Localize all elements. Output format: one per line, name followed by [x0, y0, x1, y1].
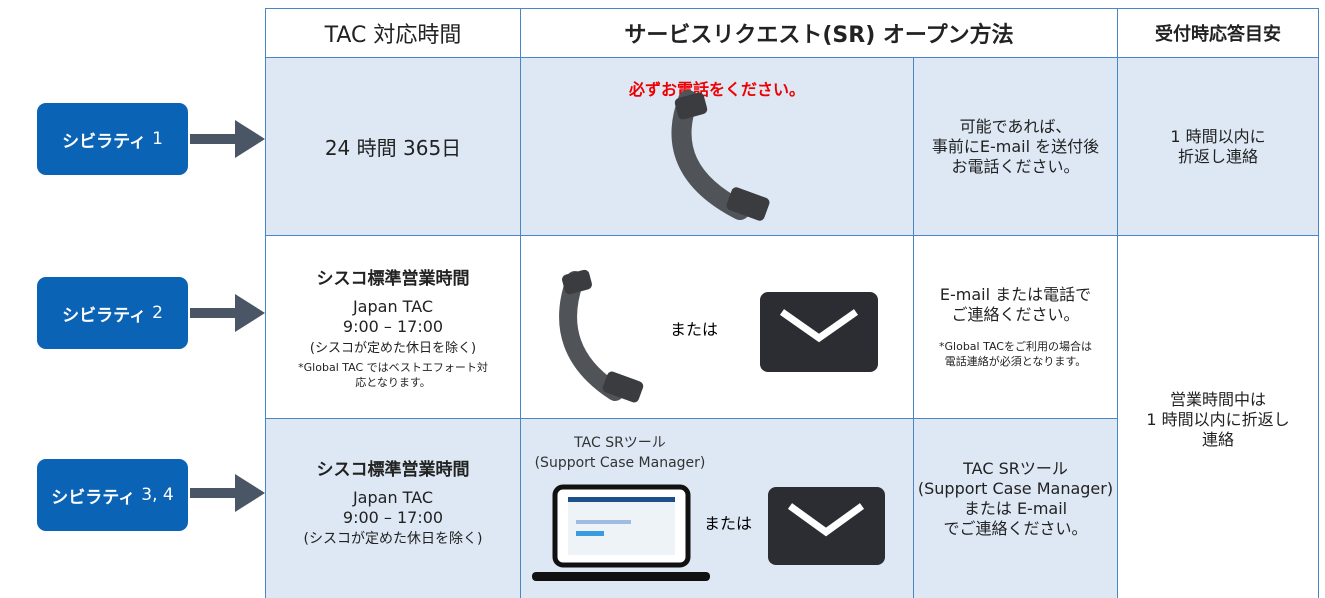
contact-text: または E-mail	[963, 499, 1068, 518]
hours-text: (シスコが定めた休日を除く)	[309, 341, 477, 356]
contact-text: E-mail または電話で	[939, 285, 1092, 304]
method-or: または	[670, 320, 719, 339]
contact-cell: 可能であれば、 事前にE-mail を送付後 お電話ください。	[913, 57, 1118, 236]
method-cell: 必ずお電話をください。	[520, 57, 914, 236]
header-cell: 受付時応答目安	[1117, 8, 1319, 58]
header-text: 受付時応答目安	[1155, 24, 1281, 45]
header-cell: TAC 対応時間	[265, 8, 521, 58]
contact-text: 可能であれば、	[959, 116, 1072, 136]
severity-button[interactable]: シビラティ 2	[37, 277, 188, 349]
hours-text: Japan TAC	[352, 488, 434, 507]
contact-note: *Global TACをご利用の場合は	[939, 340, 1092, 353]
header-text: サービスリクエスト(SR) オープン方法	[624, 23, 1014, 48]
hours-cell: 24 時間 365日	[265, 57, 521, 236]
tool-label: TAC SRツール (Support Case Manager)	[530, 433, 710, 473]
response-text: 1 時間以内に折返し	[1146, 410, 1290, 429]
hours-title: シスコ標準営業時間	[316, 460, 470, 480]
method-or: または	[704, 514, 753, 533]
contact-text: お電話ください。	[951, 156, 1080, 176]
contact-cell: TAC SRツール (Support Case Manager) または E-mai…	[913, 418, 1118, 598]
hours-text: 24 時間 365日	[324, 136, 462, 160]
hours-note: 応となります。	[355, 376, 431, 389]
severity-level: 1	[152, 129, 163, 149]
hours-text: (シスコが定めた休日を除く)	[303, 531, 483, 547]
severity-button[interactable]: シビラティ 3, 4	[37, 459, 188, 531]
header-text: TAC 対応時間	[324, 23, 462, 48]
contact-cell: E-mail または電話で ご連絡ください。 *Global TACをご利用の場…	[913, 235, 1118, 419]
method-note: 必ずお電話をください。	[628, 80, 805, 99]
contact-text: ご連絡ください。	[951, 305, 1080, 324]
response-text: 営業時間中は	[1169, 390, 1266, 409]
hours-text: 9:00 – 17:00	[342, 317, 444, 336]
severity-level: 3, 4	[141, 485, 174, 505]
response-text: 折返し連絡	[1177, 146, 1258, 166]
hours-cell: シスコ標準営業時間 Japan TAC 9:00 – 17:00 (シスコが定め…	[265, 418, 521, 598]
contact-text: TAC SRツール	[963, 459, 1068, 478]
hours-title: シスコ標準営業時間	[316, 269, 470, 289]
header-cell: サービスリクエスト(SR) オープン方法	[520, 8, 1118, 58]
hours-cell: シスコ標準営業時間 Japan TAC 9:00 – 17:00 (シスコが定め…	[265, 235, 521, 419]
severity-label: シビラティ	[51, 487, 136, 508]
severity-level: 2	[152, 303, 163, 323]
severity-button[interactable]: シビラティ 1	[37, 103, 188, 175]
response-cell: 営業時間中は 1 時間以内に折返し 連絡	[1117, 235, 1319, 598]
hours-text: 9:00 – 17:00	[342, 508, 444, 527]
arrows	[190, 120, 265, 512]
tool-text: (Support Case Manager)	[534, 455, 706, 471]
contact-text: でご連絡ください。	[943, 519, 1088, 538]
severity-label: シビラティ	[62, 131, 147, 152]
contact-text: (Support Case Manager)	[917, 479, 1114, 498]
response-cell: 1 時間以内に 折返し連絡	[1117, 57, 1319, 236]
contact-text: 事前にE-mail を送付後	[931, 136, 1100, 156]
severity-label: シビラティ	[62, 305, 147, 326]
hours-text: Japan TAC	[352, 297, 434, 316]
hours-note: *Global TAC ではベストエフォート対	[298, 361, 488, 374]
contact-note: 電話連絡が必須となります。	[944, 355, 1087, 368]
response-text: 連絡	[1201, 430, 1234, 449]
response-text: 1 時間以内に	[1170, 126, 1266, 146]
tool-text: TAC SRツール	[574, 435, 666, 451]
